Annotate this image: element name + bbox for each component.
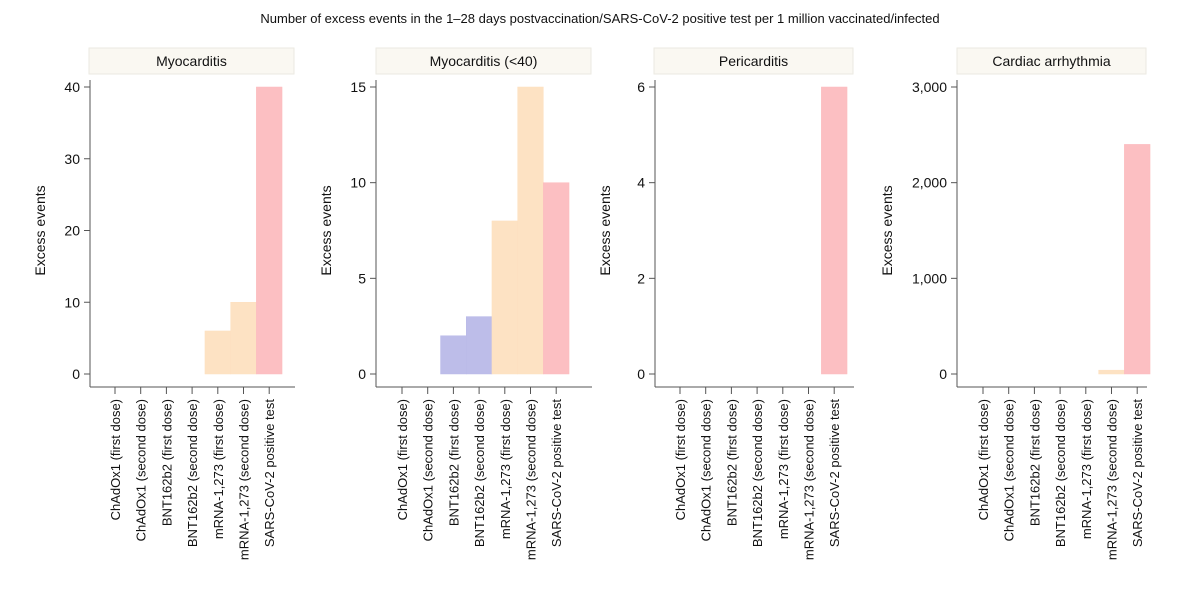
panel-1-bar-5 (204, 330, 231, 375)
panel-2-xtick-label: mRNA-1,273 (second dose) (524, 399, 539, 560)
panel-1-xtick-label: SARS-CoV-2 positive test (262, 399, 277, 548)
panel-2-ytick-label: 15 (350, 79, 366, 95)
panel-4-ytick-label: 3,000 (912, 79, 947, 95)
panel-3-bar-7 (821, 86, 848, 375)
panel-4-xtick-label: BNT162b2 (second dose) (1053, 399, 1068, 547)
panel-2-ytick-label: 10 (350, 175, 366, 191)
panel-1-strip-box (88, 47, 295, 75)
panel-1-ytick-label: 0 (72, 366, 80, 382)
panel-3-xtick-label: mRNA-1,273 (second dose) (802, 399, 817, 560)
panel-3-ytick-label: 2 (637, 270, 645, 286)
panel-1-ytick-label: 10 (64, 294, 80, 310)
panel-3-y-axis-label: Excess events (597, 185, 613, 275)
panel-2-bar-7 (543, 182, 570, 375)
panel-3-xtick-label: BNT162b2 (second dose) (750, 399, 765, 547)
panel-2-bar-5 (491, 220, 518, 375)
panel-4-bar-6 (1098, 369, 1125, 375)
panel-2-xtick-label: ChAdOx1 (second dose) (421, 399, 436, 541)
panel-3-strip-title: Pericarditis (719, 53, 788, 69)
panel-1-bar-7 (256, 86, 283, 375)
panel-2-bar-6 (517, 86, 544, 375)
panel-2-bar-4 (466, 316, 493, 375)
panel-3-xtick-label: ChAdOx1 (second dose) (699, 399, 714, 541)
panel-1-y-axis-label: Excess events (32, 185, 48, 275)
panel-4-y-axis-label: Excess events (879, 185, 895, 275)
panel-4-bar-7 (1124, 144, 1151, 375)
panel-3-xtick-label: SARS-CoV-2 positive test (827, 399, 842, 548)
panel-2-y-axis-label: Excess events (318, 185, 334, 275)
panel-3-ytick-label: 4 (637, 175, 645, 191)
panel-1-xtick-label: ChAdOx1 (second dose) (134, 399, 149, 541)
panel-1-xtick-label: BNT162b2 (first dose) (159, 399, 174, 526)
panel-2-ytick-label: 5 (358, 270, 366, 286)
panel-2-xtick-label: ChAdOx1 (first dose) (395, 399, 410, 520)
panel-1-ytick-label: 40 (64, 79, 80, 95)
panel-4-strip-title: Cardiac arrhythmia (992, 53, 1110, 69)
panel-4-xtick-label: mRNA-1,273 (second dose) (1105, 399, 1120, 560)
panel-2-bar-3 (440, 335, 467, 375)
panel-3-xtick-label: mRNA-1,273 (first dose) (776, 399, 791, 539)
panel-2-strip-box (375, 47, 592, 75)
panel-4-xtick-label: mRNA-1,273 (first dose) (1079, 399, 1094, 539)
panel-3-ytick-label: 6 (637, 79, 645, 95)
panel-1-xtick-label: ChAdOx1 (first dose) (108, 399, 123, 520)
panel-4-ytick-label: 0 (939, 366, 947, 382)
panel-4-ytick-label: 2,000 (912, 175, 947, 191)
panel-3-xtick-label: BNT162b2 (first dose) (724, 399, 739, 526)
panel-1-strip-title: Myocarditis (156, 53, 227, 69)
panel-2-ytick-label: 0 (358, 366, 366, 382)
panel-4-ytick-label: 1,000 (912, 270, 947, 286)
panel-1-xtick-label: mRNA-1,273 (second dose) (237, 399, 252, 560)
panel-3-strip-box (653, 47, 854, 75)
panel-4-xtick-label: SARS-CoV-2 positive test (1130, 399, 1145, 548)
panel-2-xtick-label: mRNA-1,273 (first dose) (498, 399, 513, 539)
panel-2-xtick-label: SARS-CoV-2 positive test (549, 399, 564, 548)
panel-3-xtick-label: ChAdOx1 (first dose) (673, 399, 688, 520)
panel-2-xtick-label: BNT162b2 (second dose) (472, 399, 487, 547)
panel-3-ytick-label: 0 (637, 366, 645, 382)
panel-4-xtick-label: BNT162b2 (first dose) (1027, 399, 1042, 526)
panel-4-strip-box (956, 47, 1147, 75)
panel-2-xtick-label: BNT162b2 (first dose) (446, 399, 461, 526)
panel-1-bar-6 (230, 302, 257, 375)
panel-1-ytick-label: 20 (64, 223, 80, 239)
panel-2-strip-title: Myocarditis (<40) (430, 53, 538, 69)
chart-title: Number of excess events in the 1–28 days… (260, 11, 940, 26)
panel-1-ytick-label: 30 (64, 151, 80, 167)
panel-1-xtick-label: BNT162b2 (second dose) (185, 399, 200, 547)
panel-4-xtick-label: ChAdOx1 (first dose) (976, 399, 991, 520)
panel-1-xtick-label: mRNA-1,273 (first dose) (211, 399, 226, 539)
panel-4-xtick-label: ChAdOx1 (second dose) (1002, 399, 1017, 541)
